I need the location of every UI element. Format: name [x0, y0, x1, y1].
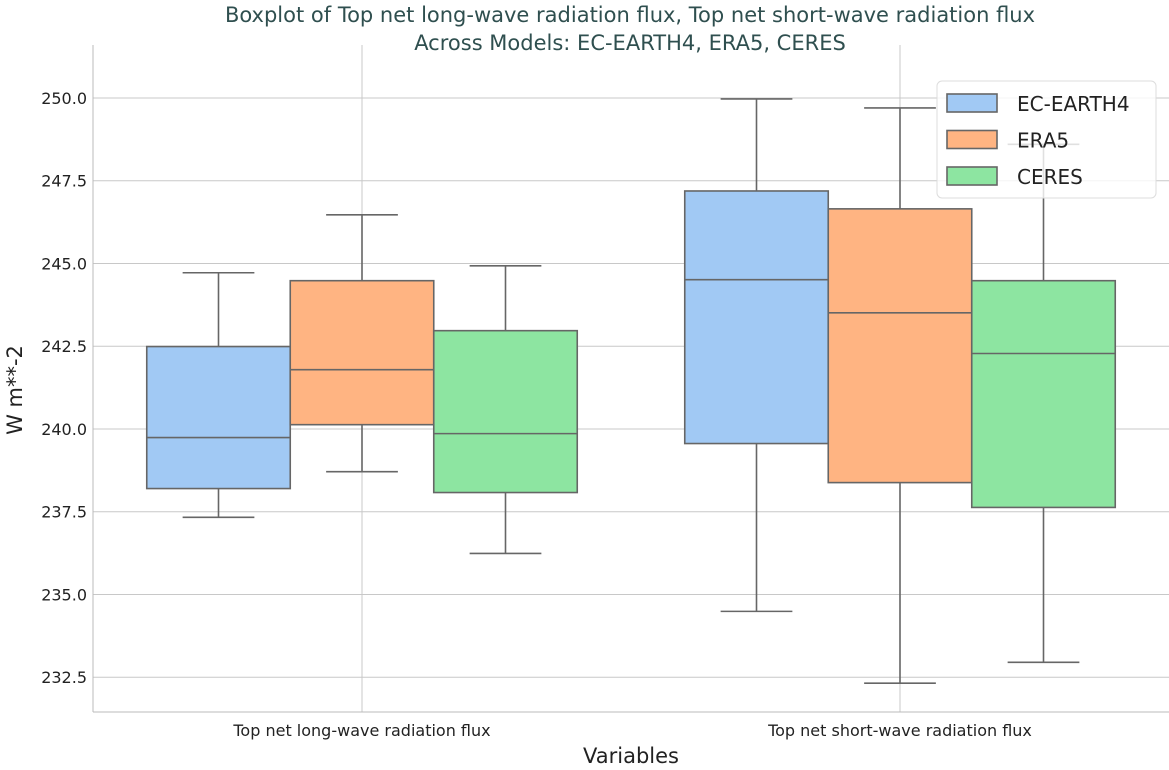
legend-label: CERES — [1017, 165, 1083, 189]
iqr-box — [827, 208, 973, 484]
y-tick-label: 250.0 — [41, 89, 87, 108]
y-tick-label: 242.5 — [41, 337, 87, 356]
box-ec-earth4 — [145, 271, 292, 519]
box-ceres — [432, 264, 579, 555]
x-tick-label: Top net long-wave radiation flux — [232, 721, 490, 740]
chart-title-line2: Across Models: EC-EARTH4, ERA5, CERES — [414, 31, 846, 55]
box-era5 — [827, 107, 973, 685]
chart-title-line1: Boxplot of Top net long-wave radiation f… — [225, 3, 1035, 27]
y-axis-label: W m**-2 — [3, 345, 27, 435]
box-era5 — [289, 214, 435, 473]
legend-label: EC-EARTH4 — [1017, 92, 1130, 116]
iqr-box — [432, 329, 579, 494]
legend-swatch — [946, 166, 998, 186]
legend: EC-EARTH4 ERA5 CERES — [936, 80, 1157, 199]
iqr-box — [970, 279, 1117, 509]
y-tick-label: 237.5 — [41, 503, 87, 522]
box-ec-earth4 — [683, 98, 830, 613]
axes: 232.5 235.0 237.5 240.0 242.5 245.0 247.5 250.0… — [41, 45, 1169, 740]
iqr-box — [145, 345, 292, 490]
iqr-box — [289, 279, 435, 426]
iqr-box — [683, 190, 830, 445]
legend-swatch — [946, 93, 998, 113]
y-tick-label: 235.0 — [41, 585, 87, 604]
legend-swatch — [946, 129, 998, 150]
x-tick-label: Top net short-wave radiation flux — [767, 721, 1032, 740]
legend-label: ERA5 — [1017, 129, 1069, 153]
y-tick-label: 245.0 — [41, 254, 87, 273]
y-tick-label: 247.5 — [41, 172, 87, 191]
y-tick-label: 232.5 — [41, 668, 87, 687]
boxes — [145, 98, 1117, 685]
box-ceres — [970, 143, 1117, 664]
x-axis-label: Variables — [583, 744, 679, 766]
y-tick-label: 240.0 — [41, 420, 87, 439]
